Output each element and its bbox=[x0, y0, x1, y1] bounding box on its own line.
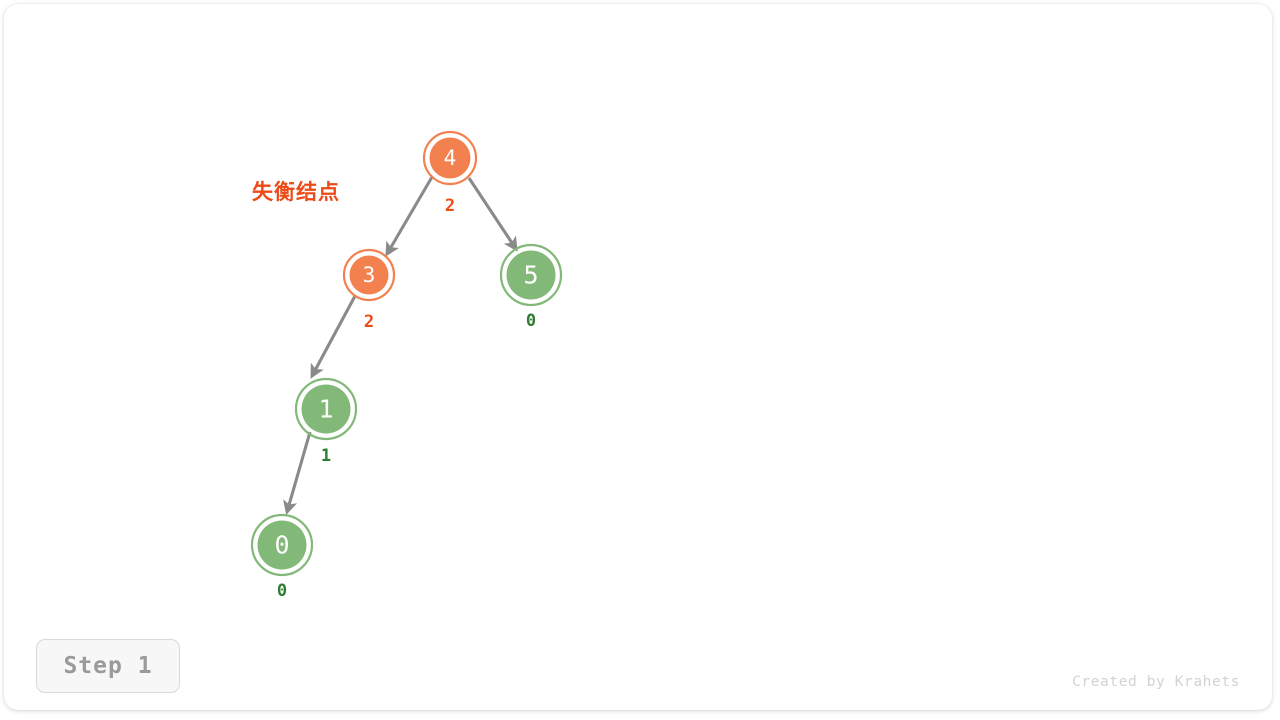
unbalanced-node-annotation: 失衡结点 bbox=[252, 180, 340, 204]
tree-edge bbox=[385, 176, 434, 257]
tree-edges bbox=[283, 176, 518, 515]
tree-edge bbox=[283, 431, 312, 515]
node-value-text: 3 bbox=[363, 263, 376, 287]
node-outer-ring bbox=[499, 243, 563, 307]
node-circle bbox=[506, 250, 556, 300]
node-circle bbox=[349, 255, 389, 295]
node-circle bbox=[257, 520, 307, 570]
node-outer-ring bbox=[294, 377, 358, 441]
tree-node-3[interactable]: 32 bbox=[342, 248, 396, 332]
tree-edge bbox=[467, 177, 518, 252]
node-value-text: 5 bbox=[523, 261, 538, 290]
node-value-text: 0 bbox=[274, 531, 289, 560]
node-value-text: 4 bbox=[444, 146, 457, 170]
node-height-label: 1 bbox=[321, 446, 331, 466]
tree-edge bbox=[310, 295, 357, 379]
tree-node-5[interactable]: 50 bbox=[499, 243, 563, 331]
node-height-label: 0 bbox=[526, 311, 536, 331]
tree-node-0[interactable]: 00 bbox=[250, 513, 314, 601]
node-outer-ring bbox=[250, 513, 314, 577]
node-outer-ring bbox=[342, 248, 396, 302]
node-height-label: 2 bbox=[445, 196, 455, 216]
credit-text: Created by Krahets bbox=[1072, 674, 1240, 690]
node-value-text: 1 bbox=[318, 395, 333, 424]
tree-node-1[interactable]: 11 bbox=[294, 377, 358, 466]
step-badge: Step 1 bbox=[36, 639, 180, 693]
canvas-card bbox=[4, 4, 1272, 710]
node-outer-ring bbox=[422, 130, 478, 186]
node-height-label: 2 bbox=[364, 312, 374, 332]
node-circle bbox=[301, 384, 351, 434]
tree-node-4[interactable]: 42 bbox=[422, 130, 478, 216]
node-circle bbox=[429, 137, 471, 179]
node-height-label: 0 bbox=[277, 581, 287, 601]
